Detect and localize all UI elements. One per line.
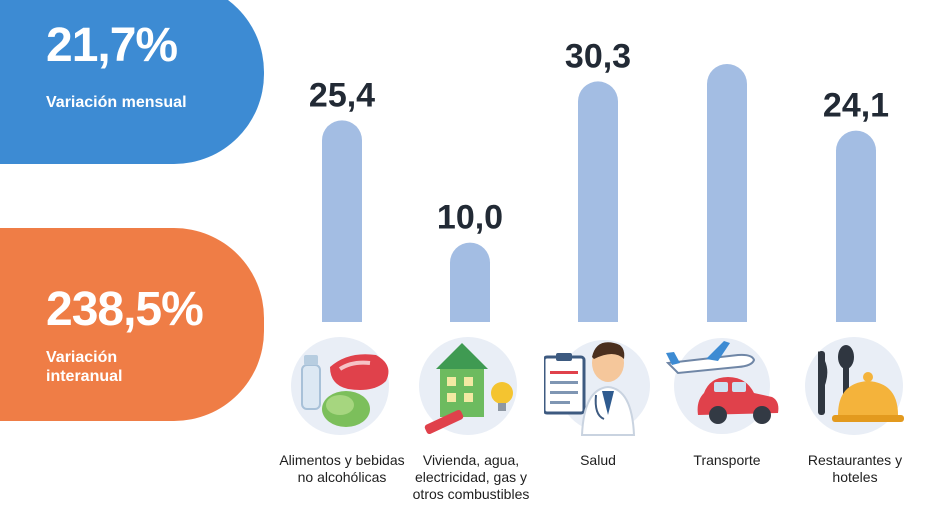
bar-value-label-food: 25,4 bbox=[309, 76, 375, 114]
annual-variation-panel: 238,5% Variación interanual bbox=[0, 228, 264, 421]
monthly-variation-panel: 21,7% Variación mensual bbox=[0, 0, 264, 164]
bar-value-label-restaurants: 24,1 bbox=[823, 87, 889, 125]
annual-variation-label: Variación interanual bbox=[46, 349, 123, 385]
food-icon bbox=[290, 335, 396, 446]
category-label-transport: Transporte bbox=[693, 452, 761, 468]
bar-restaurants bbox=[836, 130, 876, 342]
category-label-housing: Vivienda, agua, electricidad, gas y otro… bbox=[412, 452, 530, 502]
bar-transport bbox=[707, 63, 747, 342]
transport-icon bbox=[665, 335, 786, 446]
annual-variation-value: 238,5% bbox=[46, 283, 204, 336]
restaurant-icon bbox=[802, 335, 908, 446]
category-label-restaurants: Restaurantes y hoteles bbox=[807, 452, 903, 485]
monthly-variation-value: 21,7% bbox=[46, 19, 178, 72]
category-label-health: Salud bbox=[580, 452, 616, 468]
monthly-variation-label: Variación mensual bbox=[46, 94, 187, 111]
doctor-icon bbox=[542, 335, 650, 446]
bar-food bbox=[322, 120, 362, 342]
bar-value-label-health: 30,3 bbox=[565, 37, 631, 75]
bar-housing bbox=[450, 242, 490, 342]
bar-health bbox=[578, 81, 618, 342]
category-label-food: Alimentos y bebidas no alcohólicas bbox=[279, 452, 405, 485]
bar-value-label-housing: 10,0 bbox=[437, 199, 503, 237]
housing-icon bbox=[418, 335, 524, 446]
